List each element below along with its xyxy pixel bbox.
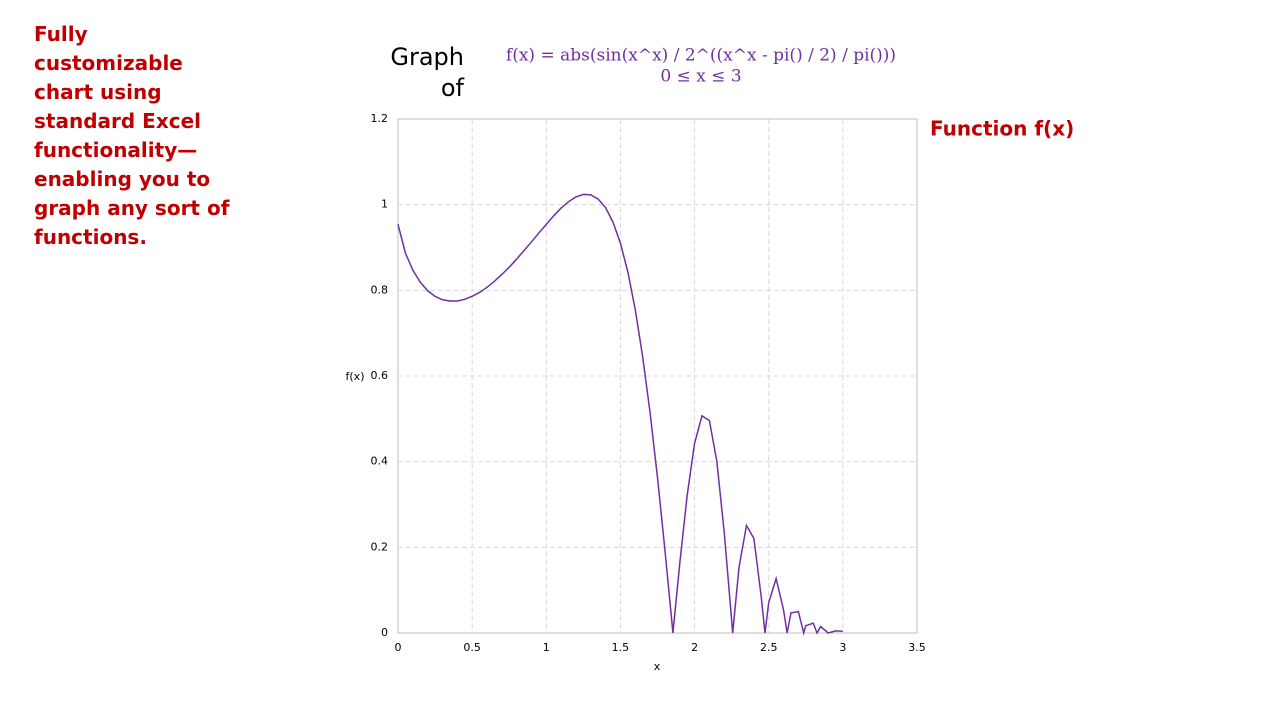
side-text: Fully customizable chart using standard …: [34, 22, 230, 249]
y-tick-label: 0.4: [371, 455, 389, 468]
chart-title-1: Graph: [390, 43, 464, 71]
y-tick-label: 1.2: [371, 112, 389, 125]
x-tick-label: 3: [839, 641, 846, 654]
y-tick-label: 0.2: [371, 540, 389, 553]
data-line: [397, 193, 843, 636]
y-tick-label: 0.6: [371, 369, 389, 382]
x-tick-label: 1: [543, 641, 550, 654]
x-tick-label: 0.5: [463, 641, 481, 654]
y-tick-label: 1: [381, 198, 388, 211]
x-tick-label: 2.5: [760, 641, 778, 654]
x-tick-label: 3.5: [908, 641, 926, 654]
x-axis-label: x: [654, 660, 661, 673]
y-tick-label: 0.8: [371, 283, 389, 296]
x-tick-label: 1.5: [612, 641, 630, 654]
plot-border: [397, 118, 918, 634]
y-tick-label: 0: [381, 626, 388, 639]
subtitle: f(x) = abs(sin(x^x) / 2^((x^x - pi() / 2…: [506, 46, 896, 66]
x-tick-label: 2: [691, 641, 698, 654]
y-axis-label: f(x): [346, 370, 365, 383]
x-tick-label: 0: [395, 641, 402, 654]
legend-entry: Function f(x): [930, 117, 1074, 141]
subtitle: 0 ≤ x ≤ 3: [660, 67, 741, 87]
chart-title-2: of: [441, 74, 465, 102]
